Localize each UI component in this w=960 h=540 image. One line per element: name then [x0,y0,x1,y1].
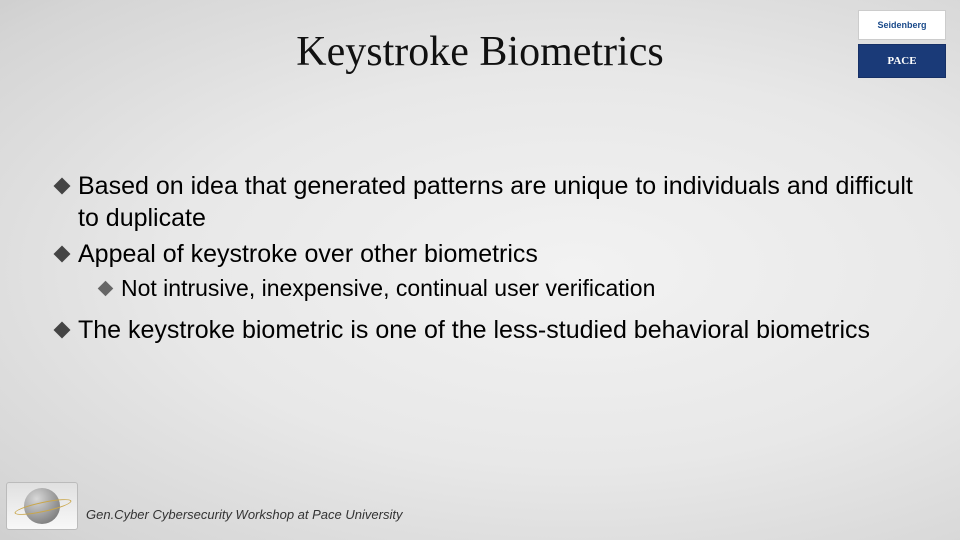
bullet-content: Based on idea that generated patterns ar… [56,170,920,350]
bullet-item: Based on idea that generated patterns ar… [56,170,920,234]
bullet-text: Not intrusive, inexpensive, continual us… [121,274,920,304]
globe-icon [24,488,60,524]
corner-logos: Seidenberg PACE [858,10,946,78]
diamond-bullet-icon [54,246,71,263]
seidenberg-logo: Seidenberg [858,10,946,40]
gencyber-logo [6,482,78,530]
pace-logo: PACE [858,44,946,78]
diamond-bullet-icon [98,281,114,297]
bullet-item: Appeal of keystroke over other biometric… [56,238,920,270]
slide-title: Keystroke Biometrics [0,28,960,76]
bullet-text: Based on idea that generated patterns ar… [78,170,920,234]
sub-bullet-item: Not intrusive, inexpensive, continual us… [100,274,920,304]
bullet-text: The keystroke biometric is one of the le… [78,314,920,346]
bullet-item: The keystroke biometric is one of the le… [56,314,920,346]
diamond-bullet-icon [54,178,71,195]
footer-text: Gen.Cyber Cybersecurity Workshop at Pace… [86,507,402,522]
bullet-text: Appeal of keystroke over other biometric… [78,238,920,270]
diamond-bullet-icon [54,321,71,338]
